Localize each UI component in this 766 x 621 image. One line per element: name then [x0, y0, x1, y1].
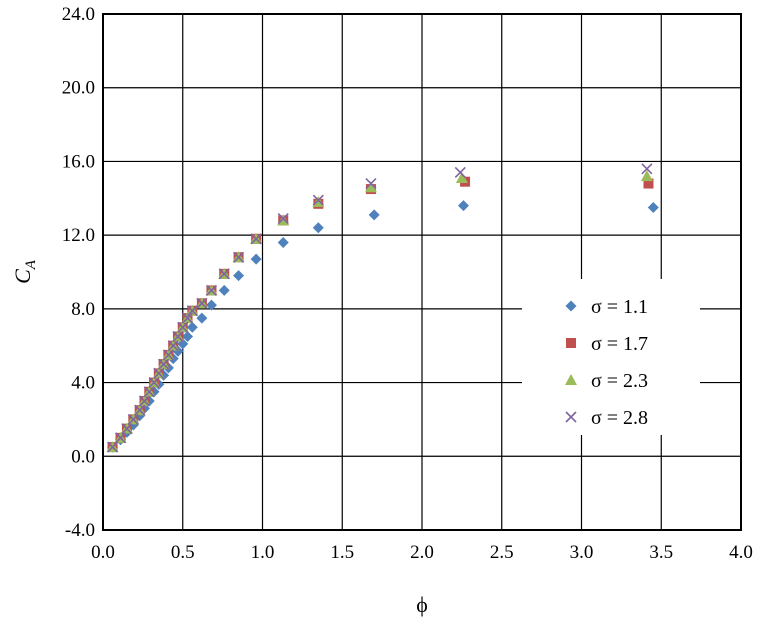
- data-point: [177, 321, 189, 333]
- data-point: [277, 212, 289, 225]
- x-tick-label: 4.0: [729, 542, 753, 563]
- x-tick-label: 3.5: [649, 542, 673, 563]
- x-tick-label: 0.0: [91, 542, 115, 563]
- data-point: [454, 166, 466, 179]
- legend-label: σ = 2.8: [591, 407, 648, 429]
- data-point: [162, 349, 174, 361]
- data-point: [641, 163, 653, 175]
- data-point: [181, 312, 194, 324]
- legend-items: σ = 1.1 σ = 1.7 σ = 2.3 σ = 2.8: [565, 296, 648, 429]
- y-tick-label: 8.0: [71, 299, 95, 320]
- legend-marker: [565, 374, 577, 385]
- y-tick-label: 0.0: [71, 446, 95, 467]
- y-tick-label: 12.0: [62, 225, 95, 246]
- data-point: [205, 299, 217, 311]
- plot-border: [102, 13, 742, 531]
- x-tick-label: 2.5: [490, 542, 514, 563]
- x-tick-label: 1.5: [330, 542, 354, 563]
- data-point: [312, 194, 324, 206]
- legend: σ = 1.1 σ = 1.7 σ = 2.3 σ = 2.8: [522, 279, 700, 435]
- y-axis-label: CA: [10, 259, 39, 284]
- legend-label: σ = 1.1: [591, 296, 648, 318]
- data-point: [647, 202, 659, 213]
- legend-marker: [566, 338, 576, 348]
- data-point: [148, 377, 160, 389]
- y-axis-label-main: C: [10, 269, 35, 284]
- data-point: [186, 305, 198, 317]
- data-point: [640, 170, 653, 182]
- data-point: [143, 386, 155, 398]
- y-tick-label: 4.0: [71, 373, 95, 394]
- data-point: [233, 270, 245, 282]
- data-point: [158, 358, 170, 370]
- data-point: [205, 284, 218, 296]
- x-tick-label: 3.0: [570, 542, 594, 563]
- data-point: [250, 253, 262, 265]
- data-point: [364, 181, 377, 193]
- legend-label: σ = 2.3: [591, 370, 648, 392]
- data-points: [106, 163, 659, 453]
- legend-item: σ = 1.7: [566, 333, 648, 355]
- data-point: [182, 331, 194, 342]
- data-point: [167, 340, 179, 352]
- x-tick-label: 1.0: [251, 542, 275, 563]
- data-point: [172, 330, 184, 343]
- data-point: [233, 251, 245, 263]
- y-tick-label: 16.0: [62, 151, 95, 172]
- data-point: [312, 222, 324, 234]
- legend-marker: [565, 300, 577, 312]
- legend-item: σ = 1.1: [565, 296, 648, 318]
- data-point: [277, 237, 289, 249]
- data-point: [643, 178, 654, 189]
- series-4: [107, 163, 653, 453]
- svg-text:CA: CA: [10, 259, 39, 284]
- data-point: [114, 432, 127, 444]
- y-axis-label-subscript: A: [23, 259, 39, 270]
- y-tick-label: -4.0: [65, 520, 95, 541]
- data-point: [250, 233, 262, 245]
- y-tick-label: 24.0: [62, 4, 95, 25]
- x-axis-label: ϕ: [416, 592, 428, 617]
- data-point: [196, 297, 208, 309]
- y-tick-labels: -4.0 0.0 4.0 8.0 12.0 16.0 20.0 24.0: [62, 4, 95, 541]
- data-point: [368, 209, 380, 221]
- data-point: [196, 312, 208, 324]
- legend-marker: [565, 411, 577, 423]
- data-point: [134, 404, 146, 416]
- data-point: [218, 284, 230, 296]
- data-point: [365, 177, 377, 190]
- data-point: [186, 321, 198, 333]
- data-point: [127, 413, 139, 425]
- legend-label: σ = 1.7: [591, 333, 648, 355]
- legend-item: σ = 2.3: [565, 370, 648, 392]
- data-point: [153, 367, 165, 379]
- legend-item: σ = 2.8: [565, 407, 648, 429]
- x-tick-label: 2.0: [410, 542, 434, 563]
- y-tick-label: 20.0: [62, 78, 95, 99]
- data-point: [121, 423, 133, 435]
- data-point: [107, 441, 119, 453]
- x-tick-label: 0.5: [171, 542, 195, 563]
- legend-box: [522, 279, 700, 435]
- data-point: [138, 395, 151, 407]
- data-point: [218, 268, 230, 280]
- data-point: [457, 200, 469, 212]
- x-tick-labels: 0.0 0.5 1.0 1.5 2.0 2.5 3.0 3.5 4.0: [91, 542, 753, 563]
- data-point: [455, 172, 468, 184]
